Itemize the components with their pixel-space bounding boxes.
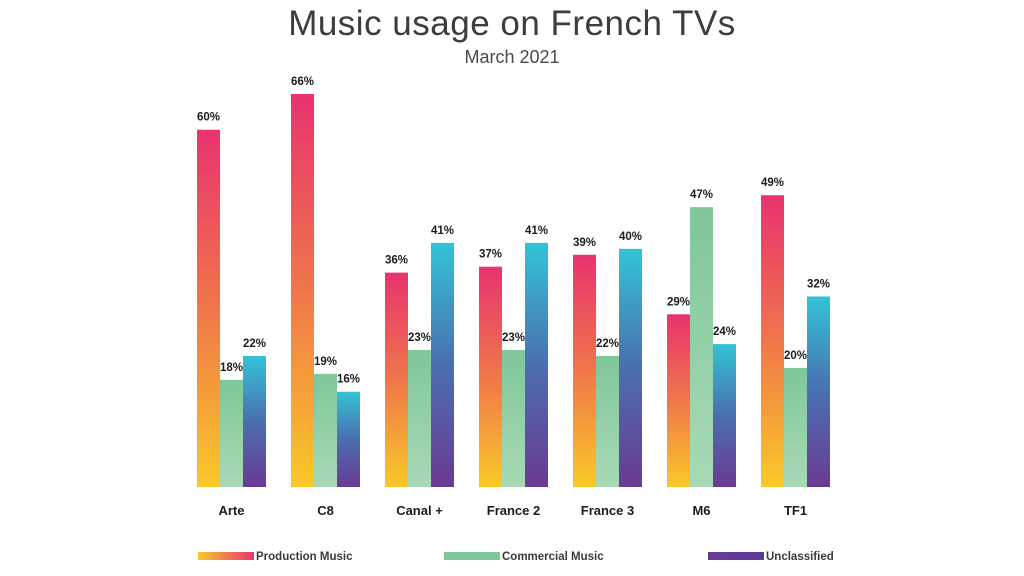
bar-production-5 xyxy=(667,314,690,487)
legend-swatch-commercial xyxy=(444,552,500,560)
bar-unclassified-3 xyxy=(525,242,548,487)
value-label-commercial-5: 47% xyxy=(690,189,713,201)
legend-swatch-unclassified xyxy=(708,552,764,560)
legend-label-commercial: Commercial Music xyxy=(502,551,604,563)
value-label-commercial-6: 20% xyxy=(784,350,807,362)
category-label-4: France 3 xyxy=(581,503,634,518)
category-label-5: M6 xyxy=(692,503,710,518)
legend-label-production: Production Music xyxy=(256,551,353,563)
category-labels: Arte C8 Canal + France 2 France 3 M6 TF1 xyxy=(218,503,807,518)
bar-production-1 xyxy=(291,94,314,487)
bar-production-2 xyxy=(385,272,408,487)
value-label-production-5: 29% xyxy=(667,296,690,308)
value-label-unclassified-4: 40% xyxy=(619,231,642,243)
value-label-unclassified-2: 41% xyxy=(431,225,454,237)
bar-production-0 xyxy=(197,129,220,487)
value-label-unclassified-3: 41% xyxy=(525,225,548,237)
bar-unclassified-0 xyxy=(243,356,266,487)
category-label-1: C8 xyxy=(317,503,334,518)
value-label-production-3: 37% xyxy=(479,249,502,261)
category-label-0: Arte xyxy=(218,503,244,518)
bar-commercial-0 xyxy=(220,379,243,487)
value-label-production-6: 49% xyxy=(761,177,784,189)
value-label-unclassified-6: 32% xyxy=(807,278,830,290)
chart-subtitle: March 2021 xyxy=(464,47,560,67)
bars xyxy=(197,94,830,488)
value-label-production-0: 60% xyxy=(197,112,220,124)
value-label-commercial-4: 22% xyxy=(596,338,619,350)
bar-commercial-4 xyxy=(596,356,619,487)
bar-commercial-2 xyxy=(408,350,431,487)
bar-unclassified-1 xyxy=(337,391,360,487)
value-labels: 60%18%22%66%19%16%36%23%41%37%23%41%39%2… xyxy=(197,76,830,386)
legend-swatch-production xyxy=(198,552,254,560)
value-label-unclassified-1: 16% xyxy=(337,374,360,386)
bar-production-4 xyxy=(573,254,596,487)
value-label-commercial-0: 18% xyxy=(220,362,243,374)
value-label-commercial-3: 23% xyxy=(502,332,525,344)
bar-commercial-1 xyxy=(314,373,337,487)
value-label-production-4: 39% xyxy=(573,237,596,249)
chart-title: Music usage on French TVs xyxy=(288,4,736,43)
legend: Production Music Commercial Music Unclassi… xyxy=(198,551,834,563)
value-label-unclassified-0: 22% xyxy=(243,338,266,350)
value-label-production-1: 66% xyxy=(291,76,314,88)
bar-commercial-5 xyxy=(690,207,713,488)
value-label-unclassified-5: 24% xyxy=(713,326,736,338)
bar-production-3 xyxy=(479,266,502,487)
bar-unclassified-2 xyxy=(431,242,454,487)
value-label-commercial-1: 19% xyxy=(314,356,337,368)
bar-production-6 xyxy=(761,195,784,487)
value-label-commercial-2: 23% xyxy=(408,332,431,344)
category-label-3: France 2 xyxy=(487,503,540,518)
bar-commercial-6 xyxy=(784,367,807,487)
bar-unclassified-4 xyxy=(619,248,642,487)
category-label-2: Canal + xyxy=(396,503,443,518)
bar-unclassified-6 xyxy=(807,296,830,487)
category-label-6: TF1 xyxy=(784,503,807,518)
bar-commercial-3 xyxy=(502,350,525,487)
legend-label-unclassified: Unclassified xyxy=(766,551,834,563)
bar-unclassified-5 xyxy=(713,344,736,487)
value-label-production-2: 36% xyxy=(385,255,408,267)
